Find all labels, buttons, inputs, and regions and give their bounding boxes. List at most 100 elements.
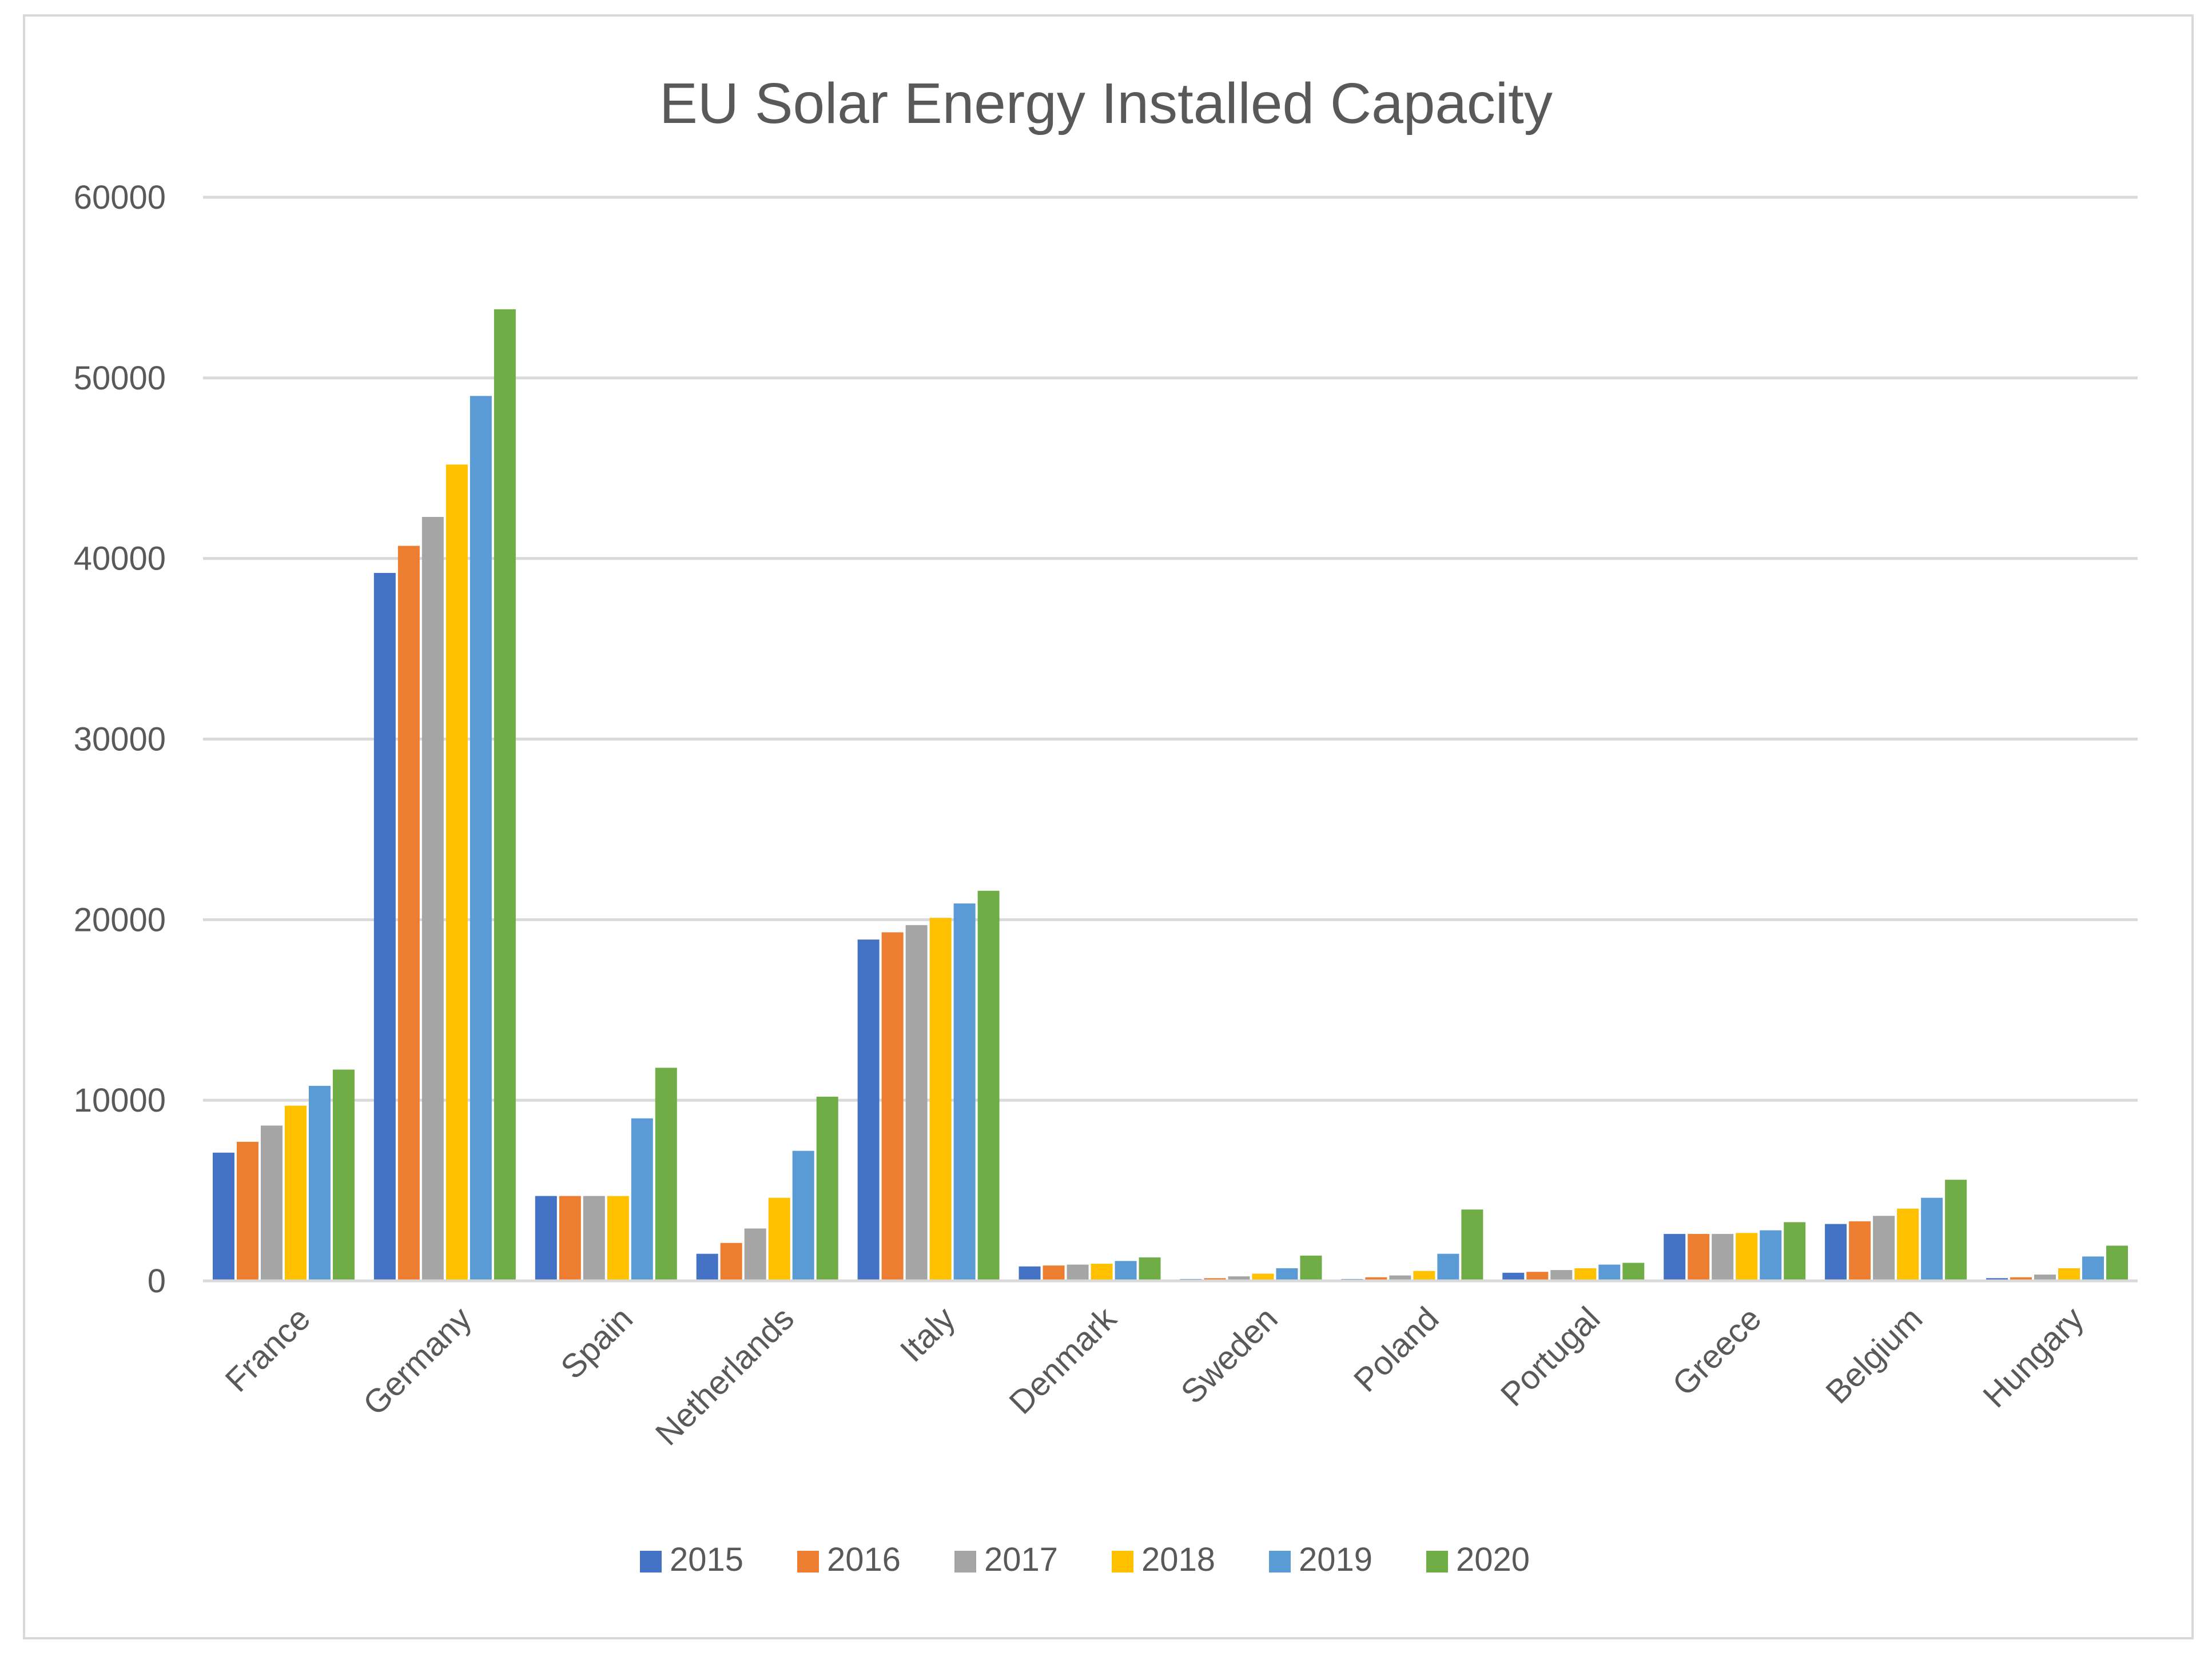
- bar-italy-2015: [857, 940, 880, 1281]
- bar-greece-2020: [1784, 1222, 1806, 1281]
- bar-greece-2019: [1760, 1230, 1782, 1281]
- bar-sweden-2018: [1252, 1273, 1274, 1281]
- bar-germany-2018: [445, 464, 468, 1281]
- bar-denmark-2015: [1019, 1266, 1041, 1281]
- bar-poland-2017: [1389, 1275, 1411, 1281]
- bar-poland-2020: [1461, 1209, 1483, 1281]
- bar-sweden-2020: [1300, 1255, 1322, 1281]
- bar-denmark-2018: [1091, 1263, 1113, 1281]
- bar-netherlands-2017: [744, 1228, 766, 1281]
- bar-spain-2019: [631, 1118, 653, 1281]
- bar-denmark-2019: [1115, 1261, 1137, 1281]
- bar-germany-2020: [494, 309, 516, 1281]
- bar-italy-2019: [953, 903, 976, 1281]
- bar-belgium-2017: [1873, 1216, 1895, 1281]
- y-tick-label: 10000: [74, 1082, 166, 1119]
- bar-sweden-2017: [1228, 1276, 1250, 1281]
- bar-hungary-2018: [2058, 1268, 2080, 1281]
- bar-france-2018: [284, 1105, 307, 1281]
- bar-netherlands-2016: [720, 1243, 742, 1281]
- bar-spain-2016: [559, 1196, 581, 1281]
- x-category-label: Portugal: [1494, 1300, 1608, 1414]
- x-category-label: Belgium: [1819, 1300, 1929, 1411]
- bar-denmark-2020: [1139, 1257, 1161, 1281]
- bar-portugal-2019: [1598, 1264, 1621, 1281]
- bar-spain-2018: [607, 1196, 629, 1281]
- x-category-label: Italy: [893, 1300, 962, 1369]
- legend-swatch-2015: [640, 1551, 662, 1573]
- bar-spain-2020: [655, 1068, 677, 1281]
- x-category-label: France: [218, 1300, 318, 1399]
- bar-spain-2017: [583, 1196, 605, 1281]
- bar-portugal-2017: [1550, 1270, 1573, 1281]
- legend-label-2018: 2018: [1141, 1541, 1215, 1578]
- bar-poland-2018: [1413, 1271, 1435, 1281]
- legend-swatch-2020: [1426, 1551, 1448, 1573]
- y-tick-label: 60000: [74, 179, 166, 216]
- bar-italy-2018: [929, 918, 952, 1281]
- x-category-label: Sweden: [1173, 1300, 1284, 1411]
- bar-greece-2016: [1688, 1233, 1710, 1281]
- bar-hungary-2017: [2034, 1274, 2056, 1281]
- bar-netherlands-2019: [792, 1151, 814, 1281]
- bar-portugal-2018: [1574, 1268, 1597, 1281]
- bar-germany-2017: [421, 517, 444, 1281]
- bar-greece-2015: [1664, 1233, 1686, 1281]
- legend-label-2019: 2019: [1299, 1541, 1372, 1578]
- legend-swatch-2017: [954, 1551, 976, 1573]
- bars: [212, 309, 2129, 1281]
- chart-title: EU Solar Energy Installed Capacity: [659, 71, 1553, 136]
- bar-france-2016: [236, 1141, 258, 1281]
- x-axis-categories: France Germany Spain Netherlands Italy Denmar…: [218, 1300, 2091, 1453]
- y-tick-label: 50000: [74, 360, 166, 397]
- bar-spain-2015: [535, 1196, 557, 1281]
- bar-france-2017: [260, 1125, 283, 1281]
- legend-swatch-2018: [1112, 1551, 1133, 1573]
- bar-italy-2017: [905, 925, 928, 1281]
- bar-belgium-2015: [1825, 1224, 1847, 1281]
- bar-portugal-2016: [1526, 1272, 1549, 1281]
- bar-greece-2018: [1736, 1233, 1758, 1281]
- bar-germany-2015: [373, 572, 396, 1281]
- bar-hungary-2019: [2082, 1256, 2104, 1281]
- legend-label-2016: 2016: [827, 1541, 901, 1578]
- legend-swatch-2019: [1269, 1551, 1291, 1573]
- bar-italy-2020: [977, 890, 1000, 1281]
- x-category-label: Hungary: [1976, 1300, 2091, 1415]
- legend-swatch-2016: [797, 1551, 819, 1573]
- x-category-label: Denmark: [1002, 1300, 1124, 1422]
- grid-lines: [203, 196, 2138, 1102]
- bar-denmark-2016: [1043, 1265, 1065, 1281]
- bar-poland-2016: [1365, 1277, 1387, 1281]
- bar-belgium-2019: [1921, 1197, 1943, 1281]
- bar-netherlands-2020: [816, 1096, 838, 1281]
- bar-france-2015: [212, 1152, 234, 1281]
- x-category-label: Greece: [1665, 1300, 1768, 1403]
- bar-france-2020: [332, 1069, 355, 1281]
- y-tick-label: 40000: [74, 540, 166, 578]
- bar-france-2019: [308, 1085, 331, 1281]
- bar-belgium-2020: [1945, 1180, 1967, 1281]
- x-category-label: Netherlands: [649, 1300, 801, 1452]
- bar-portugal-2015: [1502, 1272, 1525, 1281]
- bar-netherlands-2018: [768, 1197, 790, 1281]
- x-category-label: Spain: [554, 1300, 640, 1386]
- bar-hungary-2016: [2010, 1277, 2032, 1281]
- bar-portugal-2020: [1622, 1263, 1645, 1281]
- y-tick-label: 30000: [74, 721, 166, 758]
- legend-label-2017: 2017: [984, 1541, 1058, 1578]
- bar-italy-2016: [881, 932, 904, 1281]
- bar-netherlands-2015: [696, 1253, 718, 1281]
- bar-germany-2019: [470, 396, 492, 1281]
- legend-label-2015: 2015: [670, 1541, 743, 1578]
- bar-greece-2017: [1712, 1233, 1734, 1281]
- bar-poland-2019: [1437, 1253, 1459, 1281]
- y-tick-label: 0: [148, 1263, 166, 1300]
- legend: 2015 2016 2017 2018 2019 2020: [640, 1541, 1530, 1578]
- bar-sweden-2019: [1276, 1268, 1298, 1281]
- y-axis-ticks: 0 10000 20000 30000 40000 50000 60000: [74, 179, 166, 1300]
- bar-germany-2016: [397, 546, 420, 1281]
- y-tick-label: 20000: [74, 901, 166, 938]
- x-category-label: Germany: [356, 1300, 479, 1423]
